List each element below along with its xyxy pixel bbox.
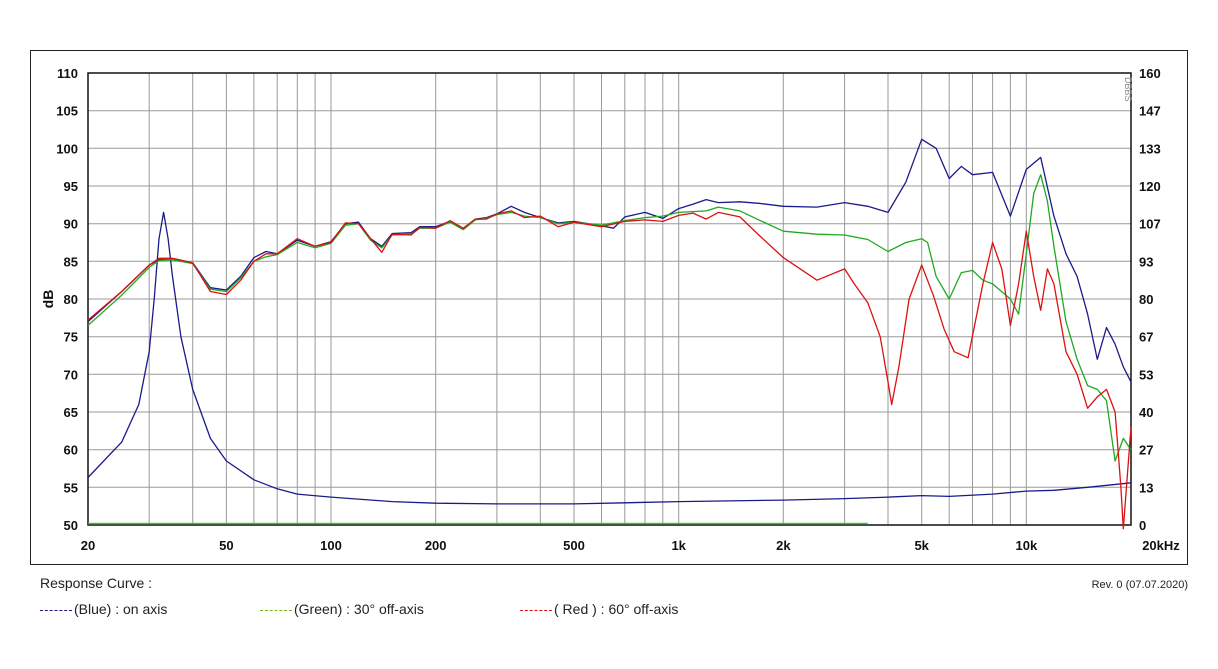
legend-swatch-green <box>260 609 292 611</box>
series-line-red <box>87 210 1132 530</box>
y-left-tick-label: 110 <box>57 66 78 81</box>
y-left-tick-label: 50 <box>64 518 78 533</box>
series-line-green <box>87 174 1132 462</box>
y-right-tick-label: 80 <box>1139 292 1153 307</box>
x-tick-label: 5k <box>914 538 929 553</box>
y-left-tick-label: 90 <box>64 217 78 232</box>
legend-title: Response Curve : <box>40 575 153 591</box>
y-right-tick-label: 93 <box>1139 254 1153 269</box>
x-tick-label: 2k <box>776 538 791 553</box>
legend-swatch-red <box>520 609 552 611</box>
y-right-tick-label: 147 <box>1139 104 1161 119</box>
plot-area-border <box>87 72 1132 526</box>
y-left-tick-label: 55 <box>64 480 78 495</box>
y-right-tick-label: 13 <box>1139 480 1153 495</box>
x-tick-label: 10k <box>1015 538 1037 553</box>
x-tick-label: 500 <box>563 538 585 553</box>
legend-label-red: ( Red ) : 60° off-axis <box>554 601 679 617</box>
legend-item-blue: (Blue) : on axis <box>40 601 167 617</box>
x-tick-label: 200 <box>425 538 447 553</box>
y-right-tick-label: 67 <box>1139 330 1153 345</box>
y-left-tick-label: 100 <box>56 141 78 156</box>
y-right-tick-label: 53 <box>1139 367 1153 382</box>
y-left-tick-label: 105 <box>56 104 78 119</box>
chart-frame: 110 105 100 95 90 85 80 75 70 65 60 55 50 160 147 133 12… <box>30 50 1188 565</box>
y-right-tick-label: 40 <box>1139 405 1153 420</box>
right-axis-note: DBBS <box>1123 77 1133 102</box>
y-right-tick-label: 120 <box>1139 179 1161 194</box>
series-line-blue <box>87 138 1132 383</box>
y-left-tick-label: 80 <box>64 292 78 307</box>
x-tick-label: 1k <box>671 538 686 553</box>
impedance-line <box>87 211 1132 505</box>
y-right-tick-label: 107 <box>1139 217 1161 232</box>
y-axis-label: dB <box>40 290 56 309</box>
y-right-tick-label: 133 <box>1139 141 1161 156</box>
revision-label: Rev. 0 (07.07.2020) <box>1091 579 1188 591</box>
y-left-tick-label: 70 <box>64 367 78 382</box>
y-right-tick-label: 27 <box>1139 443 1153 458</box>
y-right-tick-label: 160 <box>1139 66 1161 81</box>
legend-item-green: (Green) : 30° off-axis <box>260 601 424 617</box>
x-tick-label: 100 <box>320 538 342 553</box>
legend-item-red: ( Red ) : 60° off-axis <box>520 601 678 617</box>
y-left-tick-label: 75 <box>64 330 78 345</box>
y-left-tick-label: 85 <box>64 254 78 269</box>
x-unit-label: 20kHz <box>1142 538 1180 553</box>
frequency-response-chart: 110 105 100 95 90 85 80 75 70 65 60 55 50 160 147 133 12… <box>40 66 1180 553</box>
y-right-tick-label: 0 <box>1139 518 1146 533</box>
legend-swatch-blue <box>40 609 72 611</box>
x-tick-label: 50 <box>219 538 233 553</box>
legend-label-blue: (Blue) : on axis <box>74 601 168 617</box>
legend-label-green: (Green) : 30° off-axis <box>294 601 424 617</box>
y-left-tick-label: 65 <box>64 405 78 420</box>
x-tick-label: 20 <box>81 538 95 553</box>
y-left-tick-label: 95 <box>64 179 78 194</box>
y-left-tick-label: 60 <box>64 443 78 458</box>
